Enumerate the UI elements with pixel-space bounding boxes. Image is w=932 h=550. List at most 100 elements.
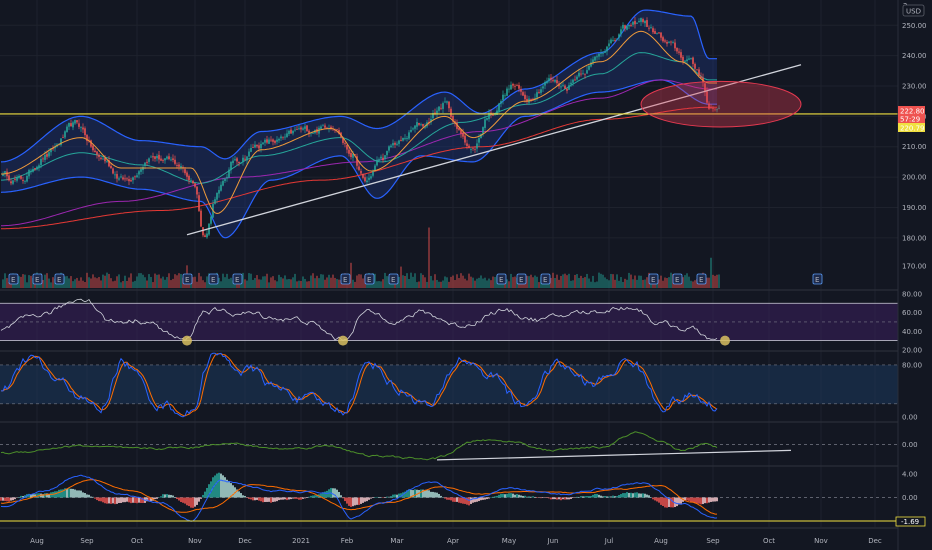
currency-label: USD [906, 8, 921, 16]
stochastic-panel [0, 352, 898, 418]
bollinger-lower-band [0, 79, 717, 239]
y-tick-label: 0.00 [902, 441, 918, 449]
x-tick-label: Jun [547, 537, 559, 545]
x-tick-label: Feb [341, 537, 354, 545]
svg-text:E: E [391, 276, 395, 284]
earnings-marker[interactable]: E [232, 273, 243, 285]
earnings-marker[interactable]: E [516, 273, 527, 285]
y-tick-label: 4.00 [902, 470, 918, 478]
price-tag: 220.79 [898, 123, 925, 133]
earnings-marker[interactable]: E [696, 273, 707, 285]
earnings-marker[interactable]: E [496, 273, 507, 285]
x-tick-label: Dec [238, 537, 252, 545]
price-trendline[interactable] [186, 64, 802, 236]
earnings-marker[interactable]: E [32, 273, 43, 285]
y-tick-label: 210.00 [902, 143, 927, 151]
svg-text:E: E [185, 276, 189, 284]
earnings-marker[interactable]: E [812, 273, 823, 285]
svg-text:57:29: 57:29 [900, 116, 920, 124]
y-tick-label: 240.00 [902, 52, 927, 60]
stochastic-k-line [1, 352, 718, 418]
earnings-marker[interactable]: E [540, 273, 551, 285]
bollinger-upper-band [0, 9, 717, 163]
svg-text:E: E [699, 276, 703, 284]
svg-text:E: E [519, 276, 523, 284]
y-tick-label: 80.00 [902, 361, 922, 369]
price-tag: 222.80 [898, 106, 925, 116]
earnings-marker[interactable]: E [648, 273, 659, 285]
x-tick-label: Aug [30, 537, 44, 545]
svg-text:E: E [499, 276, 503, 284]
y-tick-label: 170.00 [902, 263, 927, 271]
obv-trendline[interactable] [436, 449, 792, 461]
rsi-line [0, 298, 718, 342]
y-tick-label: 190.00 [902, 204, 927, 212]
earnings-marker[interactable]: E [672, 273, 683, 285]
obv-line [0, 431, 718, 461]
svg-text:222.80: 222.80 [900, 108, 925, 116]
x-tick-label: Sep [706, 537, 720, 545]
earnings-marker[interactable]: E [8, 273, 19, 285]
x-tick-label: Nov [814, 537, 828, 545]
moving-average-mid [1, 52, 717, 184]
rsi-oversold-marker[interactable] [338, 335, 348, 346]
macd-line [0, 474, 718, 522]
y-tick-label: 200.00 [902, 174, 927, 182]
rsi-band [0, 303, 898, 341]
y-tick-label: 80.00 [902, 290, 922, 298]
y-tick-label: 0.00 [902, 494, 918, 502]
candlesticks [2, 17, 720, 239]
svg-text:E: E [367, 276, 371, 284]
panel-separators[interactable] [0, 0, 899, 550]
svg-text:E: E [543, 276, 547, 284]
x-tick-label: Oct [131, 537, 143, 545]
x-tick-label: Aug [654, 537, 668, 545]
currency-badge[interactable]: USD [902, 4, 925, 17]
x-tick-label: Apr [447, 537, 459, 545]
earnings-marker[interactable]: E [182, 273, 193, 285]
earnings-marker[interactable]: E [364, 273, 375, 285]
rsi-markers [182, 335, 730, 346]
svg-text:E: E [11, 276, 15, 284]
earnings-marker[interactable]: E [388, 273, 399, 285]
rsi-oversold-marker[interactable] [720, 335, 730, 346]
x-tick-label: Sep [80, 537, 94, 545]
svg-text:-1.69: -1.69 [901, 518, 919, 526]
svg-text:E: E [675, 276, 679, 284]
x-tick-label: Nov [188, 537, 202, 545]
moving-average-long [1, 106, 717, 230]
y-tick-label: 250.00 [902, 22, 927, 30]
svg-text:E: E [211, 276, 215, 284]
bollinger-band-fill [1, 10, 717, 238]
x-tick-label: May [502, 537, 516, 545]
y-tick-label: 60.00 [902, 309, 922, 317]
svg-text:E: E [651, 276, 655, 284]
svg-text:E: E [815, 276, 819, 284]
y-tick-label: 180.00 [902, 234, 927, 242]
earnings-marker[interactable]: E [340, 273, 351, 285]
moving-average-fast [1, 30, 717, 215]
stochastic-band [0, 364, 898, 404]
obv-panel [0, 431, 898, 461]
rsi-oversold-marker[interactable] [182, 335, 192, 346]
price-panel[interactable] [0, 9, 898, 239]
macd-panel [0, 472, 898, 522]
earnings-marker[interactable]: E [208, 273, 219, 285]
grid [0, 0, 898, 527]
time-axis[interactable]: Aug Sep Oct Nov Dec 2021 Feb Mar Apr May Jun Jul Aug… [30, 537, 882, 545]
y-tick-label: 0.00 [902, 413, 918, 421]
svg-text:E: E [35, 276, 39, 284]
highlight-ellipse[interactable] [640, 80, 802, 128]
x-tick-label: Mar [390, 537, 403, 545]
earnings-marker[interactable]: E [54, 273, 65, 285]
x-tick-label: Dec [868, 537, 882, 545]
y-tick-label: 40.00 [902, 328, 922, 336]
x-tick-label: Jul [604, 537, 614, 545]
macd-signal-line [0, 479, 717, 515]
svg-text:E: E [57, 276, 61, 284]
svg-text:E: E [235, 276, 239, 284]
